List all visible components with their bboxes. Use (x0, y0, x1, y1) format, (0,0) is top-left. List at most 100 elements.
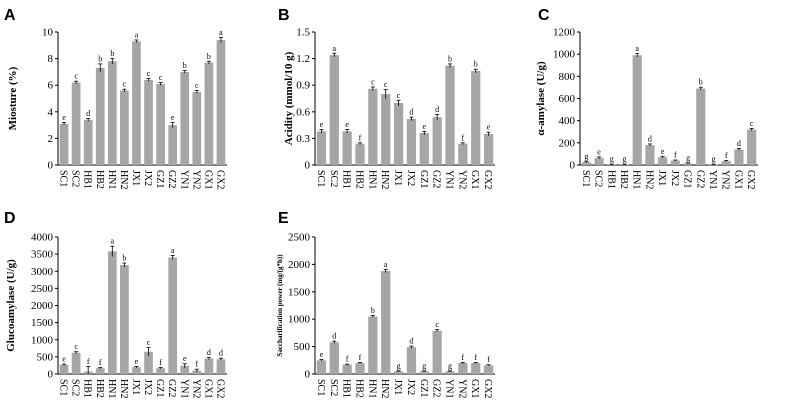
x-category-label: HB1 (341, 170, 352, 189)
significance-letter: a (333, 44, 337, 53)
significance-letter: e (62, 113, 66, 122)
significance-letter: g (397, 361, 401, 370)
significance-letter: a (384, 260, 388, 269)
significance-letter: a (171, 246, 175, 255)
x-category-label: HB1 (341, 379, 352, 398)
panel-letter: C (538, 7, 550, 24)
x-category-label: SC2 (70, 379, 81, 396)
y-tick-label: 2500 (288, 232, 311, 244)
x-category-label: YN2 (190, 379, 201, 398)
y-tick-label: 1200 (553, 27, 576, 39)
bar-gz1 (419, 133, 429, 165)
y-axis-label: Miosture (%) (7, 66, 19, 130)
x-category-label: HN2 (118, 379, 129, 398)
bar-gx1 (204, 62, 214, 166)
significance-letter: f (487, 355, 490, 364)
x-category-label: HB2 (94, 379, 105, 398)
y-tick-label: 0.6 (296, 106, 310, 118)
significance-letter: f (462, 353, 465, 362)
significance-letter: g (712, 155, 716, 164)
y-tick-label: 2000 (31, 300, 54, 312)
bar-gz1 (683, 163, 693, 165)
bar-hn2 (120, 265, 129, 374)
x-category-label: YN1 (178, 379, 189, 398)
bar-yn2 (458, 143, 468, 165)
bar-gz2 (696, 88, 706, 165)
bar-sc1 (59, 123, 69, 165)
x-category-label: HN2 (118, 170, 129, 189)
significance-letter: d (409, 108, 413, 117)
bar-yn2 (192, 370, 202, 374)
panel-c: C 0 200 400 600 800 1000 1200 α-amylase (U/g) g SC… (535, 7, 758, 189)
significance-letter: b (98, 54, 102, 63)
bar-hn2 (645, 145, 655, 165)
x-category-label: GZ2 (694, 170, 705, 188)
x-category-label: GX2 (482, 379, 493, 398)
significance-letter: b (448, 54, 452, 63)
bar-gz2 (168, 125, 178, 165)
significance-letter: d (435, 105, 439, 114)
bar-sc2 (71, 352, 81, 374)
x-category-label: GX2 (745, 170, 756, 189)
bar-gx2 (216, 39, 226, 166)
x-category-label: YN1 (178, 170, 189, 189)
bar-gx2 (483, 133, 494, 165)
significance-letter: c (371, 77, 375, 86)
y-tick-label: 3000 (31, 266, 54, 278)
significance-letter: d (207, 348, 211, 357)
bar-hb1 (83, 119, 93, 165)
y-axis-label: Glucoamylase (U/g) (5, 259, 17, 352)
bar-jx1 (132, 41, 141, 166)
significance-letter: d (648, 134, 652, 143)
x-category-label: GZ1 (682, 170, 693, 188)
x-category-label: YN2 (456, 379, 467, 398)
y-tick-label: 1.5 (296, 27, 310, 39)
significance-letter: b (371, 306, 375, 315)
y-tick-label: 2500 (31, 283, 54, 295)
bar-gz1 (419, 371, 429, 374)
y-tick-label: 800 (559, 71, 576, 83)
y-axis-label: Saccharification power (mg/(g*h)) (276, 254, 284, 357)
bar-gz1 (156, 83, 165, 165)
y-tick-label: 1500 (288, 286, 311, 298)
significance-letter: f (359, 353, 362, 362)
bar-jx1 (132, 367, 141, 374)
bar-sc1 (581, 162, 591, 165)
y-tick-label: 8 (48, 53, 54, 65)
x-category-label: HB1 (82, 379, 93, 398)
x-category-label: GZ2 (166, 379, 177, 397)
x-category-label: HN1 (106, 379, 117, 398)
bar-yn2 (721, 161, 731, 165)
x-category-label: JX1 (392, 170, 403, 186)
significance-letter: f (87, 357, 90, 366)
x-category-label: SC2 (593, 170, 604, 187)
x-category-label: JX1 (130, 170, 141, 186)
significance-letter: c (397, 91, 401, 100)
significance-letter: a (135, 30, 139, 39)
significance-letter: f (195, 360, 198, 369)
y-tick-label: 2000 (288, 259, 311, 271)
x-category-label: HN2 (379, 170, 390, 189)
bar-yn2 (458, 363, 468, 374)
significance-letter: e (597, 147, 601, 156)
bar-hn1 (632, 55, 642, 165)
y-tick-label: 4000 (31, 232, 54, 244)
bar-jx2 (406, 347, 417, 374)
x-category-label: GX2 (214, 379, 225, 398)
significance-letter: f (346, 355, 349, 364)
x-category-label: HN1 (106, 170, 117, 189)
bar-hn1 (107, 251, 117, 374)
significance-letter: f (674, 151, 677, 160)
y-tick-label: 2 (48, 133, 54, 145)
bar-gz2 (168, 257, 178, 374)
panel-d: D 0 500 1000 1500 2000 2500 3000 3500 4000 Glucoam… (4, 210, 227, 398)
y-tick-label: 200 (559, 137, 576, 149)
x-category-label: HN1 (366, 379, 377, 398)
x-category-label: GZ1 (418, 379, 429, 397)
y-tick-label: 400 (559, 115, 576, 127)
y-tick-label: 1000 (31, 334, 54, 346)
significance-letter: f (99, 358, 102, 367)
significance-letter: d (737, 139, 741, 148)
significance-letter: e (487, 123, 491, 132)
bar-yn1 (445, 371, 455, 374)
